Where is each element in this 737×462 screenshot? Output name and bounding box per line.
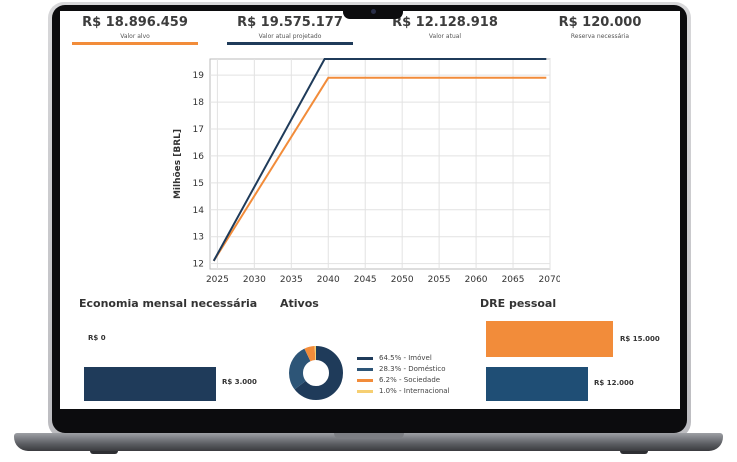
legend-item: 28.3% - Doméstico xyxy=(357,364,445,374)
legend-swatch xyxy=(357,356,373,360)
dre-bar-2-value: R$ 12.000 xyxy=(594,379,634,387)
dashboard-screen: R$ 18.896.459 Valor alvo R$ 19.575.177 V… xyxy=(60,11,680,409)
series-line-1 xyxy=(212,76,547,262)
legend-label: 6.2% - Sociedade xyxy=(379,376,441,384)
kpi-value: R$ 19.575.177 xyxy=(237,15,343,30)
x-tick-label: 2060 xyxy=(465,275,488,285)
economia-bar xyxy=(84,367,216,401)
legend-swatch xyxy=(357,389,373,393)
series-line-0 xyxy=(212,58,547,262)
legend-swatch xyxy=(357,367,373,371)
y-tick-label: 13 xyxy=(193,233,204,243)
donut-slice-3 xyxy=(289,346,343,400)
laptop-base xyxy=(14,433,723,451)
x-tick-label: 2030 xyxy=(243,275,266,285)
y-tick-label: 18 xyxy=(193,98,205,108)
x-tick-label: 2055 xyxy=(428,275,451,285)
laptop-foot-left xyxy=(90,451,118,454)
x-tick-label: 2065 xyxy=(502,275,525,285)
economia-bar-value: R$ 3.000 xyxy=(222,378,257,386)
dre-bar-2 xyxy=(486,367,588,401)
trackpad-notch xyxy=(334,433,404,439)
camera-icon xyxy=(371,9,376,14)
kpi-value: R$ 120.000 xyxy=(558,15,642,30)
legend-item: 1.0% - Internacional xyxy=(357,386,450,396)
economia-title: Economia mensal necessária xyxy=(79,297,258,310)
donut-slice-1 xyxy=(289,346,343,400)
ativos-donut-chart xyxy=(289,346,343,400)
legend-label: 64.5% - Imóvel xyxy=(379,354,432,362)
x-tick-label: 2035 xyxy=(280,275,303,285)
kpi-valor-atual-projetado: R$ 19.575.177 Valor atual projetado xyxy=(215,15,365,45)
plot-area xyxy=(209,58,551,270)
x-tick-label: 2070 xyxy=(539,275,560,285)
kpi-underline xyxy=(72,42,198,45)
kpi-label: Valor alvo xyxy=(120,33,150,40)
y-axis-label: Milhões [BRL] xyxy=(173,129,183,199)
y-tick-label: 16 xyxy=(193,152,205,162)
kpi-valor-alvo: R$ 18.896.459 Valor alvo xyxy=(60,15,210,45)
dre-bar-1-value: R$ 15.000 xyxy=(620,335,660,343)
dre-bar-1 xyxy=(486,321,613,357)
kpi-reserva-necessaria: R$ 120.000 Reserva necessária xyxy=(525,15,675,40)
kpi-label: Reserva necessária xyxy=(570,33,630,40)
x-tick-label: 2045 xyxy=(354,275,377,285)
x-tick-label: 2040 xyxy=(317,275,340,285)
camera-notch xyxy=(343,5,403,19)
laptop-foot-right xyxy=(620,451,648,454)
legend-item: 64.5% - Imóvel xyxy=(357,353,432,363)
y-tick-label: 19 xyxy=(193,71,205,81)
legend-label: 1.0% - Internacional xyxy=(379,387,450,395)
kpi-label: Valor atual xyxy=(428,33,462,40)
kpi-valor-atual: R$ 12.128.918 Valor atual xyxy=(370,15,520,40)
kpi-underline xyxy=(227,42,353,45)
legend-swatch xyxy=(357,378,373,382)
kpi-value: R$ 12.128.918 xyxy=(392,15,498,30)
y-tick-label: 12 xyxy=(193,260,204,270)
dre-title: DRE pessoal xyxy=(480,297,557,310)
ativos-title: Ativos xyxy=(280,297,319,310)
y-tick-label: 15 xyxy=(193,179,204,189)
y-tick-label: 17 xyxy=(193,125,204,135)
kpi-value: R$ 18.896.459 xyxy=(82,15,188,30)
x-tick-label: 2050 xyxy=(391,275,414,285)
economia-zero-label: R$ 0 xyxy=(88,334,106,342)
projection-line-chart: 2025 2030 2035 2040 2045 2050 2055 2060 2065 2070… xyxy=(173,58,560,285)
legend-item: 6.2% - Sociedade xyxy=(357,375,440,385)
kpi-label: Valor atual projetado xyxy=(258,33,322,40)
y-tick-label: 14 xyxy=(193,206,205,216)
legend-label: 28.3% - Doméstico xyxy=(379,365,446,373)
x-tick-label: 2025 xyxy=(206,275,229,285)
